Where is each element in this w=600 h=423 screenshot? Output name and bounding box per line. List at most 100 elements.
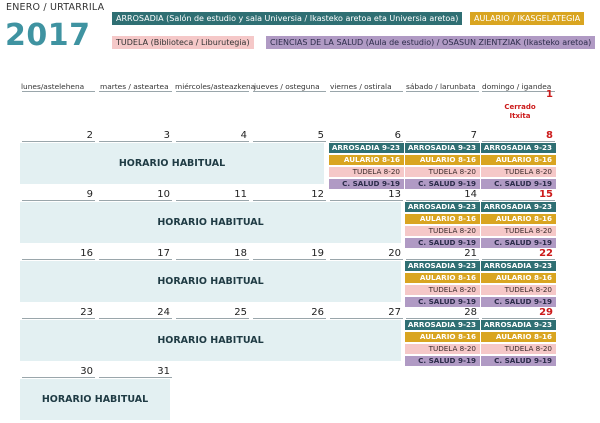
schedule-salud: C. SALUD 9-19 — [405, 297, 480, 307]
regular-hours-block: HORARIO HABITUAL — [20, 261, 401, 302]
schedule-arrosadia: ARROSADIA 9-23 — [329, 143, 404, 153]
week-divider — [482, 318, 555, 319]
week-divider — [330, 259, 403, 260]
day-number: 29 — [539, 307, 553, 318]
schedule-aulario: AULARIO 8-16 — [405, 214, 480, 224]
legend-aulario: AULARIO / IKASGELATEGIA — [470, 12, 585, 25]
week-divider — [22, 141, 95, 142]
schedule-salud: C. SALUD 9-19 — [481, 179, 556, 189]
week-divider — [482, 259, 555, 260]
week-divider — [176, 259, 249, 260]
week-divider — [99, 200, 172, 201]
weekday-label: miércoles/asteazkena — [175, 82, 256, 91]
week-divider — [22, 259, 95, 260]
schedule-salud: C. SALUD 9-19 — [481, 238, 556, 248]
day-number: 10 — [157, 189, 170, 200]
weekday-divider — [22, 91, 95, 92]
week-divider — [176, 200, 249, 201]
schedule-salud: C. SALUD 9-19 — [481, 297, 556, 307]
month-title: ENERO / URTARRILA — [6, 2, 105, 13]
schedule-tudela: TUDELA 8-20 — [481, 344, 556, 354]
week-divider — [253, 141, 326, 142]
day-number: 25 — [234, 307, 247, 318]
day-number: 27 — [388, 307, 401, 318]
schedule-arrosadia: ARROSADIA 9-23 — [481, 143, 556, 153]
schedule-arrosadia: ARROSADIA 9-23 — [405, 143, 480, 153]
week-divider — [253, 200, 326, 201]
weekday-divider — [176, 91, 249, 92]
weekday-divider — [99, 91, 172, 92]
schedule-tudela: TUDELA 8-20 — [405, 226, 480, 236]
week-divider — [406, 259, 479, 260]
schedule-arrosadia: ARROSADIA 9-23 — [481, 202, 556, 212]
day-number: 12 — [311, 189, 324, 200]
schedule-salud: C. SALUD 9-19 — [405, 238, 480, 248]
day-number: 2 — [86, 130, 93, 141]
day-number: 26 — [311, 307, 324, 318]
legend-tudela: TUDELA (Biblioteca / Liburutegia) — [112, 36, 254, 49]
day-number: 19 — [311, 248, 324, 259]
day-number: 5 — [317, 130, 324, 141]
schedule-aulario: AULARIO 8-16 — [329, 155, 404, 165]
day-number: 21 — [464, 248, 477, 259]
week-divider — [330, 141, 403, 142]
schedule-salud: C. SALUD 9-19 — [481, 356, 556, 366]
week-divider — [22, 200, 95, 201]
week-divider — [99, 141, 172, 142]
closed-note: Cerrado Itxita — [504, 103, 536, 120]
weekday-label: viernes / ostirala — [330, 82, 392, 91]
year-title: 2017 — [5, 18, 91, 53]
schedule-arrosadia: ARROSADIA 9-23 — [405, 202, 480, 212]
week-divider — [22, 377, 95, 378]
schedule-aulario: AULARIO 8-16 — [405, 155, 480, 165]
day-number: 28 — [464, 307, 477, 318]
schedule-aulario: AULARIO 8-16 — [405, 332, 480, 342]
schedule-aulario: AULARIO 8-16 — [405, 273, 480, 283]
weekday-label: domingo / igandea — [482, 82, 552, 91]
schedule-tudela: TUDELA 8-20 — [405, 285, 480, 295]
schedule-salud: C. SALUD 9-19 — [405, 356, 480, 366]
legend-ciencias: CIENCIAS DE LA SALUD (Aula de estudio) /… — [266, 36, 596, 49]
schedule-tudela: TUDELA 8-20 — [481, 167, 556, 177]
weekday-divider — [253, 91, 326, 92]
day-number: 24 — [157, 307, 170, 318]
day-number: 16 — [80, 248, 93, 259]
schedule-arrosadia: ARROSADIA 9-23 — [481, 320, 556, 330]
week-divider — [253, 259, 326, 260]
week-divider — [330, 200, 403, 201]
week-divider — [406, 141, 479, 142]
day-number: 15 — [539, 189, 553, 200]
week-divider — [176, 141, 249, 142]
week-divider — [482, 200, 555, 201]
week-divider — [99, 318, 172, 319]
day-number: 18 — [234, 248, 247, 259]
schedule-salud: C. SALUD 9-19 — [329, 179, 404, 189]
week-divider — [406, 318, 479, 319]
weekday-label: sábado / larunbata — [406, 82, 476, 91]
week-divider — [22, 318, 95, 319]
day-number: 20 — [388, 248, 401, 259]
day-number: 23 — [80, 307, 93, 318]
day-number: 8 — [546, 130, 553, 141]
week-divider — [99, 259, 172, 260]
schedule-tudela: TUDELA 8-20 — [481, 285, 556, 295]
week-divider — [482, 141, 555, 142]
week-divider — [406, 200, 479, 201]
schedule-arrosadia: ARROSADIA 9-23 — [405, 261, 480, 271]
schedule-aulario: AULARIO 8-16 — [481, 273, 556, 283]
day-number: 13 — [388, 189, 401, 200]
regular-hours-block: HORARIO HABITUAL — [20, 143, 324, 184]
day-number: 14 — [464, 189, 477, 200]
day-number: 6 — [394, 130, 401, 141]
regular-hours-block: HORARIO HABITUAL — [20, 202, 401, 243]
schedule-tudela: TUDELA 8-20 — [405, 344, 480, 354]
day-number: 7 — [470, 130, 477, 141]
day-number: 9 — [86, 189, 93, 200]
schedule-arrosadia: ARROSADIA 9-23 — [405, 320, 480, 330]
day-number: 4 — [240, 130, 247, 141]
day-number: 3 — [163, 130, 170, 141]
regular-hours-block: HORARIO HABITUAL — [20, 320, 401, 361]
legend-arrosadia: ARROSADIA (Salón de estudio y sala Unive… — [112, 12, 463, 25]
day-number: 31 — [157, 366, 170, 377]
day-number: 22 — [539, 248, 553, 259]
